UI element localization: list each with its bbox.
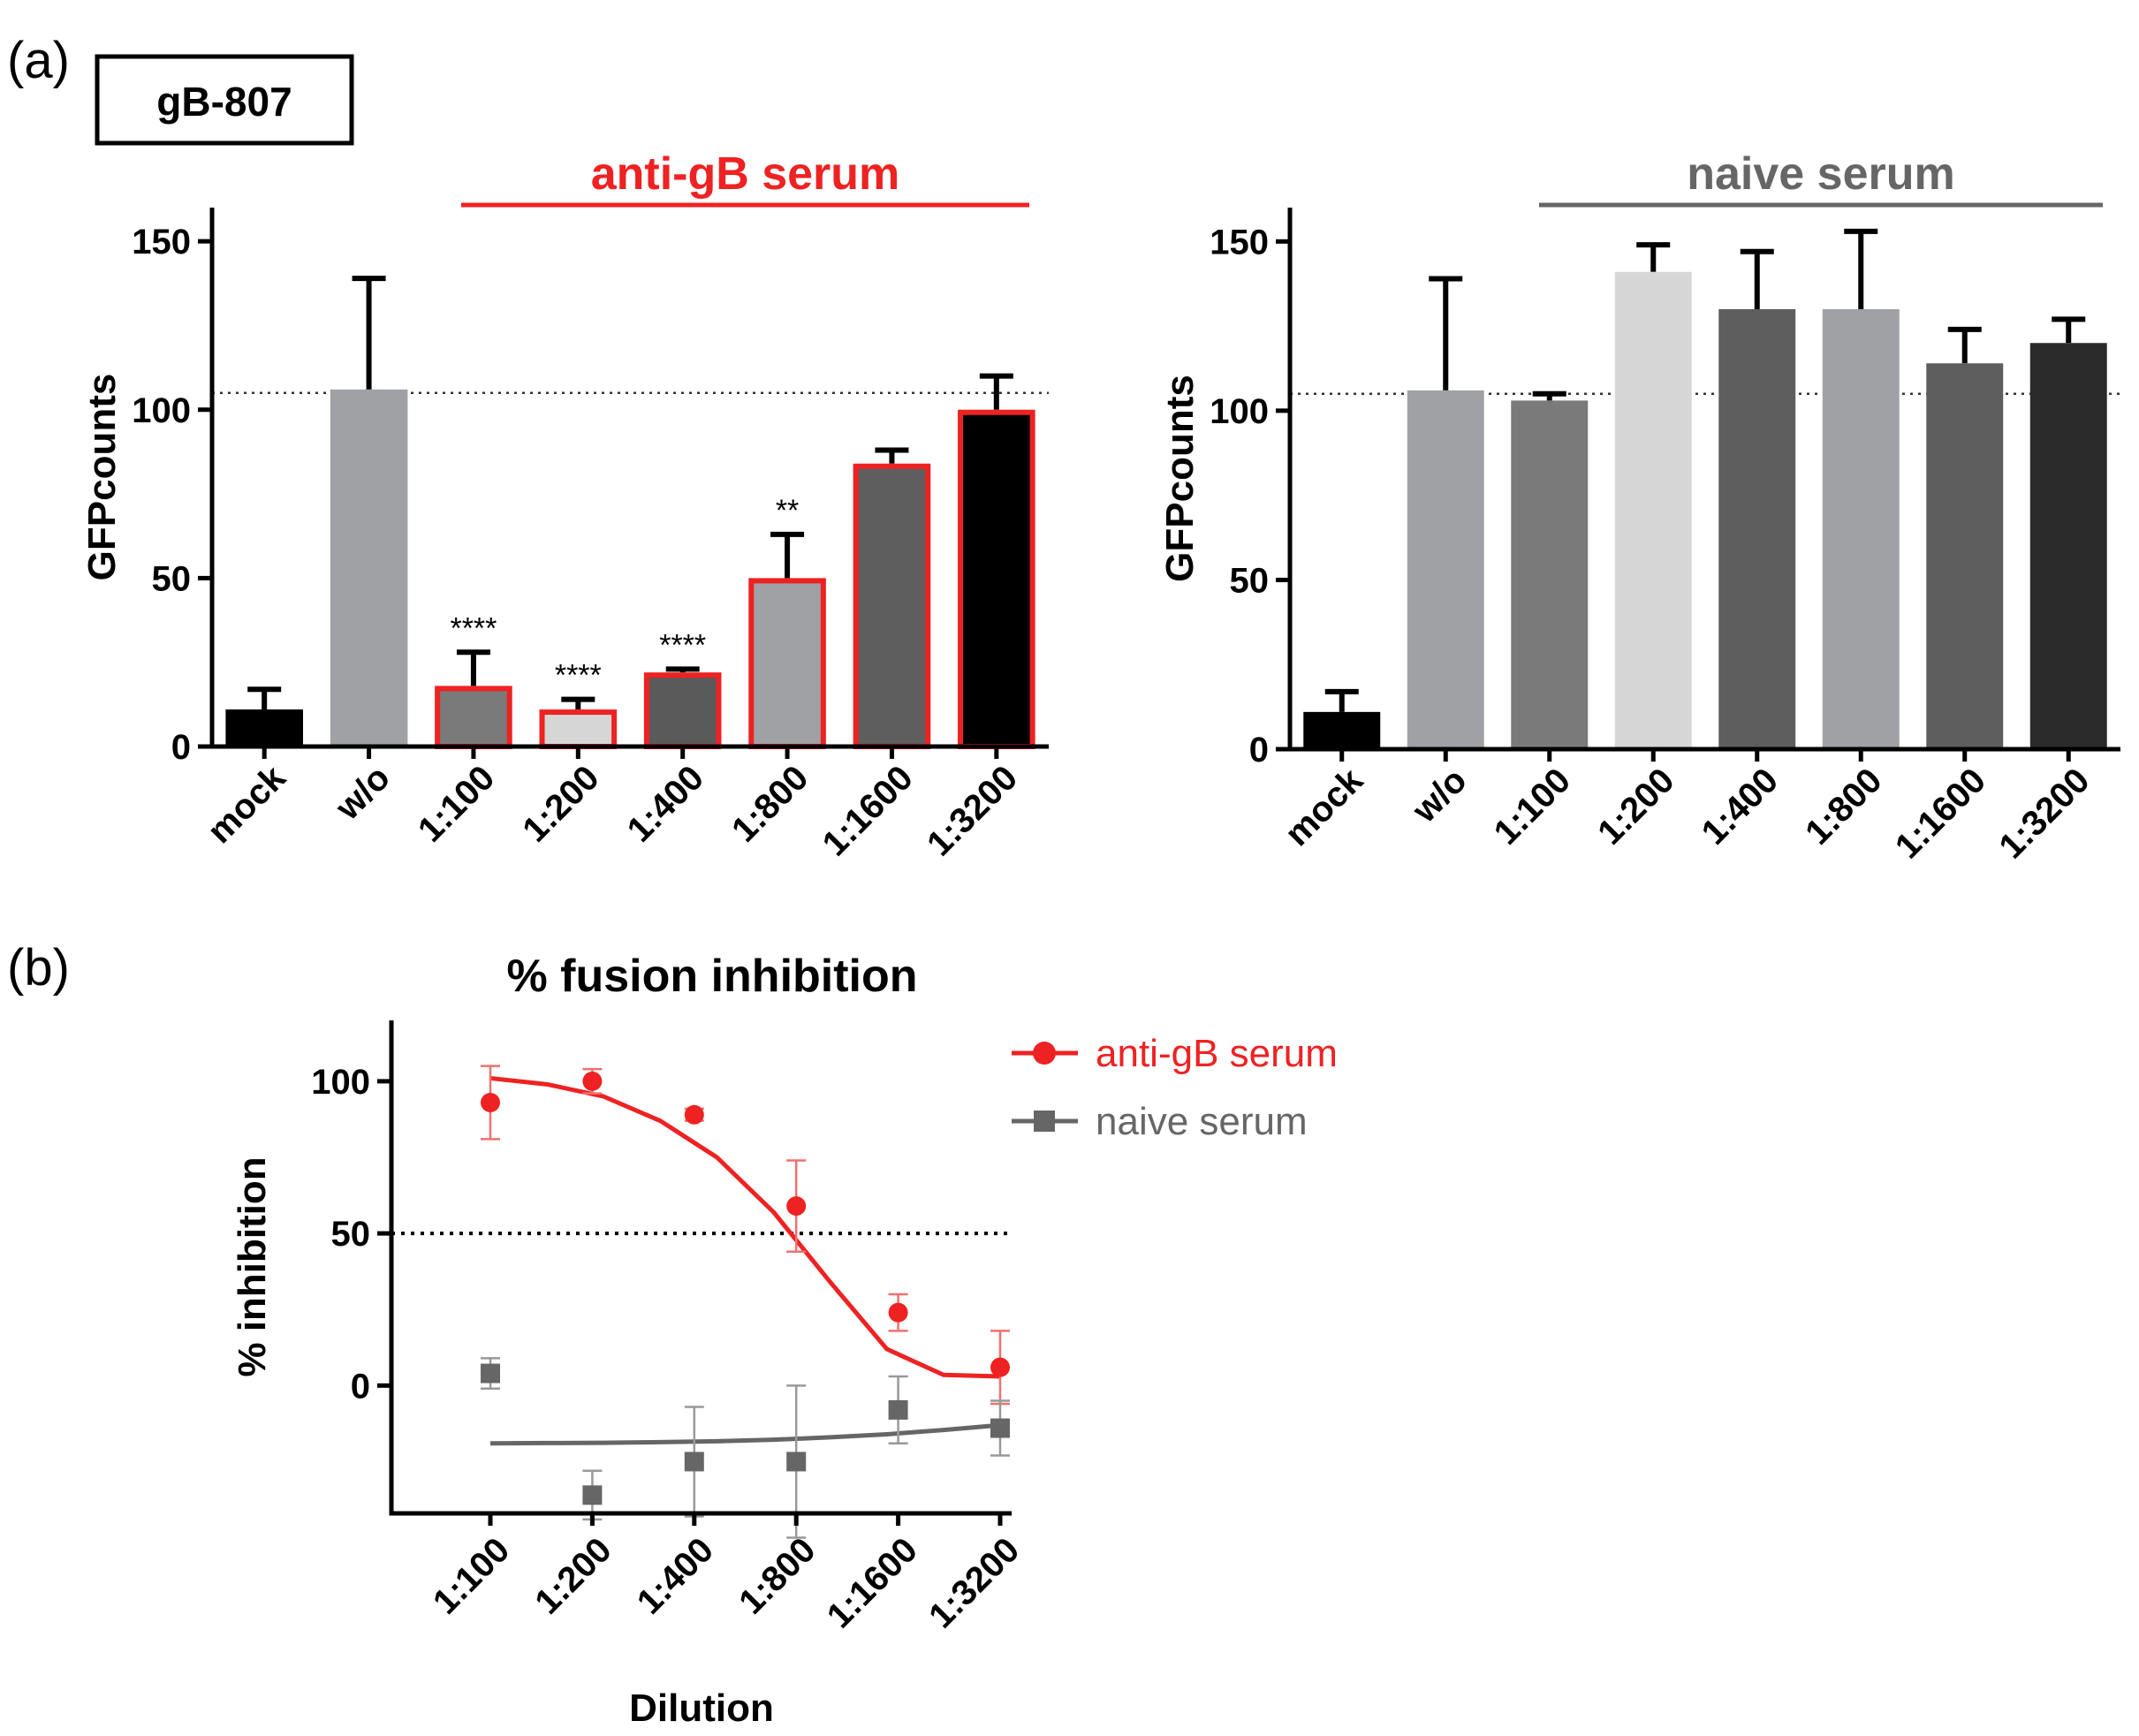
x-tick-label: 1:200: [515, 758, 606, 849]
bar: [856, 466, 929, 747]
legend-label: naive serum: [1096, 1100, 1308, 1143]
x-tick-label: 1:100: [426, 1530, 517, 1621]
data-point: [889, 1303, 908, 1323]
y-tick-label: 50: [331, 1215, 371, 1254]
x-tick-label: mock: [1278, 761, 1371, 854]
bar: [647, 675, 719, 747]
chart-title: % fusion inhibition: [506, 951, 917, 1002]
y-tick-label: 0: [171, 728, 191, 767]
bar: [437, 688, 510, 747]
x-tick-label: 1:200: [1590, 761, 1681, 852]
bar: [960, 413, 1033, 747]
construct-label: gB-807: [156, 79, 292, 125]
data-point: [685, 1452, 704, 1471]
x-tick-label: 1:400: [620, 758, 711, 849]
figure-labels: (a) gB-807 (b): [7, 32, 352, 997]
bar: [225, 709, 303, 747]
y-axis-label: GFPcounts: [80, 374, 124, 581]
y-tick-label: 150: [132, 223, 191, 262]
x-tick-label: 1:200: [527, 1530, 618, 1621]
data-point: [481, 1364, 500, 1383]
bracket-label: naive serum: [1687, 148, 1955, 200]
significance-label: ****: [659, 628, 706, 662]
bar: [330, 390, 408, 747]
y-tick-label: 100: [1210, 392, 1269, 431]
x-tick-label: w/o: [328, 758, 398, 828]
data-point: [582, 1072, 602, 1091]
y-tick-label: 0: [1249, 731, 1269, 769]
x-tick-label: 1:3200: [922, 1530, 1027, 1635]
x-tick-label: 1:1600: [815, 758, 921, 863]
figure-canvas: (a) gB-807 (b) anti-gB serum mock w/o **** 1…: [0, 0, 2139, 1736]
x-tick-label: 1:3200: [1991, 761, 2097, 866]
bar: [1511, 400, 1588, 749]
bar: [1407, 390, 1484, 749]
legend-marker: [1033, 1042, 1056, 1065]
bracket-label: anti-gB serum: [591, 148, 900, 200]
data-point: [990, 1419, 1010, 1438]
bar: [2030, 343, 2107, 749]
x-tick-label: 1:400: [1695, 761, 1786, 852]
significance-label: **: [776, 494, 799, 527]
legend: anti-gB serum naive serum: [1012, 1032, 1338, 1143]
x-tick-label: 1:800: [732, 1530, 823, 1621]
bar: [1718, 309, 1795, 749]
y-tick-label: 50: [1230, 561, 1270, 600]
chart-gfp-anti-gb: anti-gB serum mock w/o **** 1:100 **** 1:200 **…: [80, 148, 1049, 863]
x-tick-label: 1:800: [724, 758, 815, 849]
bar: [1303, 712, 1380, 749]
y-axis-label: GFPcounts: [1158, 375, 1202, 582]
bar: [751, 580, 823, 747]
y-tick-label: 0: [351, 1367, 370, 1406]
chart-fusion-inhibition: % fusion inhibition 0 50 100 1:100 1:200 1:400…: [231, 951, 1338, 1730]
data-point: [481, 1093, 500, 1112]
x-tick-label: 1:100: [411, 758, 502, 849]
y-axis-label: % inhibition: [231, 1156, 274, 1376]
x-tick-label: 1:400: [630, 1530, 721, 1621]
data-point: [786, 1196, 806, 1216]
x-axis-label: Dilution: [629, 1687, 774, 1730]
x-tick-label: 1:800: [1798, 761, 1889, 852]
fit-curve: [490, 1078, 1000, 1376]
x-tick-label: mock: [201, 758, 294, 852]
x-tick-label: 1:1600: [1888, 761, 1993, 866]
x-tick-label: w/o: [1405, 761, 1475, 830]
legend-marker: [1034, 1111, 1055, 1132]
bar: [1926, 363, 2003, 749]
bar: [542, 712, 615, 747]
x-tick-label: 1:1600: [820, 1530, 925, 1635]
fit-curve: [490, 1425, 1000, 1444]
data-point: [990, 1358, 1010, 1377]
data-point: [889, 1400, 908, 1420]
data-point: [786, 1452, 806, 1471]
panel-b-label: (b): [7, 939, 70, 997]
panel-a-label: (a): [7, 32, 70, 89]
significance-label: ****: [555, 659, 602, 693]
y-tick-label: 100: [311, 1063, 370, 1102]
bar: [1823, 309, 1900, 749]
bar: [1615, 272, 1692, 749]
y-tick-label: 50: [152, 559, 192, 598]
x-tick-label: 1:3200: [920, 758, 1025, 863]
x-tick-label: 1:100: [1487, 761, 1578, 852]
legend-label: anti-gB serum: [1096, 1032, 1338, 1075]
data-point: [685, 1105, 704, 1125]
significance-label: ****: [450, 611, 497, 645]
y-tick-label: 100: [132, 391, 191, 430]
y-tick-label: 150: [1210, 223, 1269, 262]
data-point: [582, 1485, 602, 1505]
